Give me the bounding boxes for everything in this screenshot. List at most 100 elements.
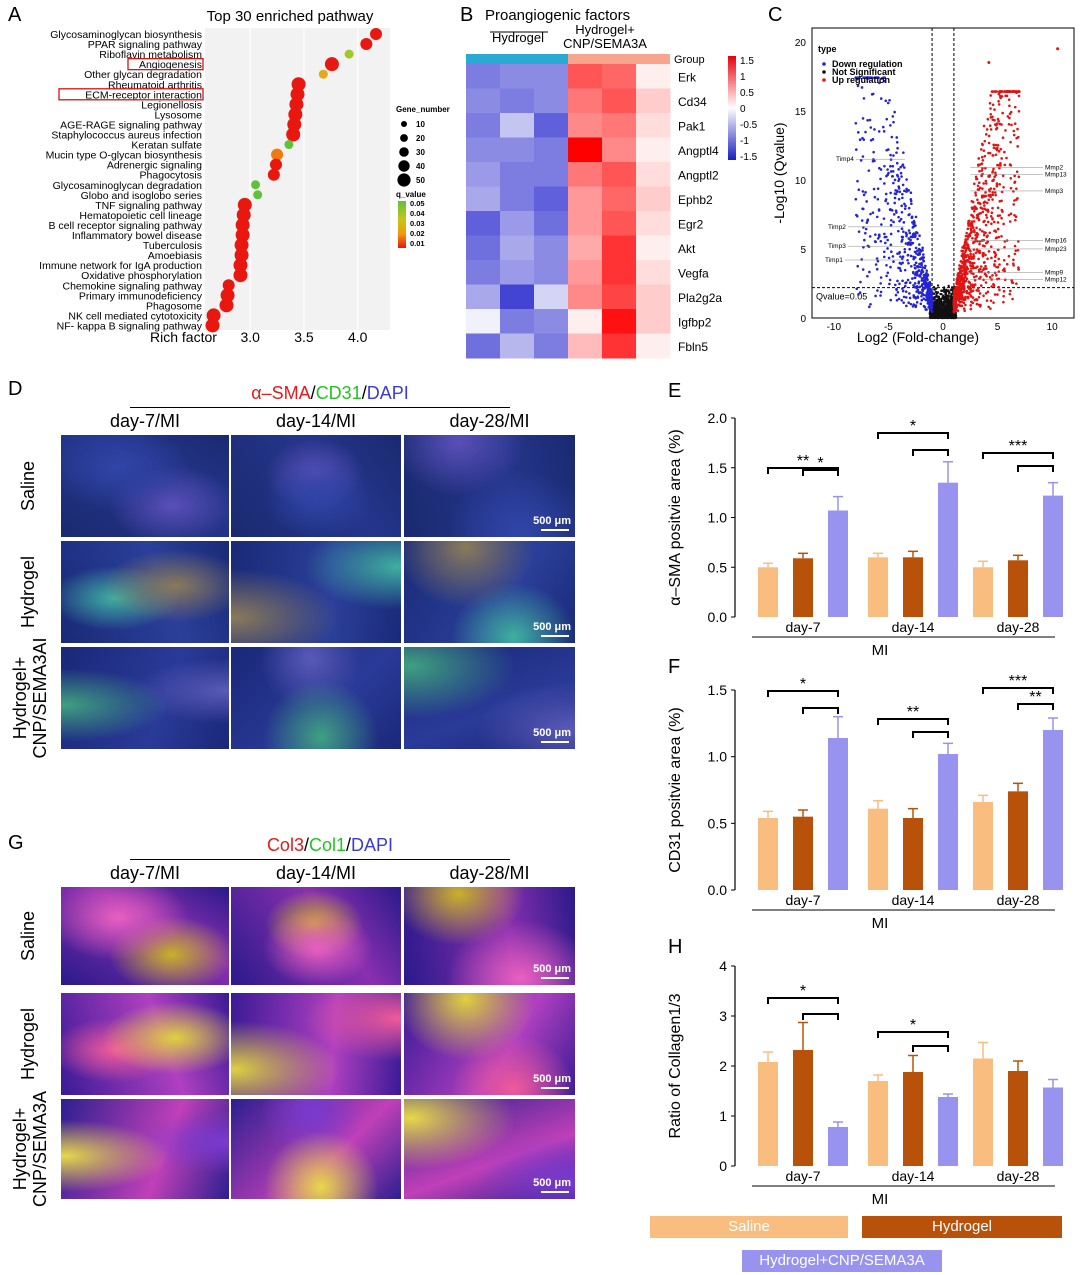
chart-b-cell xyxy=(636,211,671,236)
chart-b-row-label: Ephb2 xyxy=(678,193,713,207)
chart-c-point-down xyxy=(899,262,903,266)
chart-c-point-down xyxy=(897,297,901,301)
bar xyxy=(973,1058,993,1166)
chart-c-point-ns xyxy=(951,315,955,319)
chart-c-point-ns xyxy=(934,310,938,314)
chart-c-point-down xyxy=(891,164,895,168)
chart-c-point-down xyxy=(876,197,880,201)
chart-a-xtick: 3.5 xyxy=(294,329,314,345)
chart-a-point xyxy=(324,57,339,72)
bar xyxy=(793,816,813,890)
micrograph-col-label: day-14/MI xyxy=(275,863,357,883)
chart-c-point-down xyxy=(894,293,898,297)
sig-bracket xyxy=(982,687,1054,694)
chart-c-point-down xyxy=(871,138,875,141)
chart-c-point-down xyxy=(903,166,906,169)
chart-c-point-down xyxy=(867,76,870,80)
chart-c-point-down xyxy=(909,238,912,242)
chart-c-point-up xyxy=(972,220,976,223)
chart-b-title: Proangiogenic factors xyxy=(485,7,630,24)
sig-bracket xyxy=(877,432,949,439)
chart-c-point-down xyxy=(911,277,914,280)
scale-bar-label: 500 μm xyxy=(533,621,571,633)
chart-c-point-down xyxy=(915,230,918,234)
chart-c-point-down xyxy=(858,291,862,294)
chart-c-point-up xyxy=(1009,177,1013,180)
chart-c-point-down xyxy=(929,297,932,301)
scale-bar xyxy=(541,977,569,979)
chart-b-cell xyxy=(534,186,569,212)
bar-ytick-label: 0.0 xyxy=(708,882,728,898)
chart-c-point-up xyxy=(985,299,989,302)
bar-category-label: day-14 xyxy=(892,1168,935,1184)
chart-c-point-down xyxy=(885,263,888,267)
sig-label: ** xyxy=(1029,689,1041,706)
chart-c-point-up xyxy=(989,245,993,249)
scale-bar-label: 500 μm xyxy=(533,1073,571,1085)
chart-c-point-up xyxy=(959,270,962,273)
micrograph-row-label-line: Hydrogel+ xyxy=(10,1107,30,1191)
chart-c-point-up xyxy=(1012,264,1015,267)
chart-c-point-up xyxy=(966,259,969,262)
chart-c-point-down xyxy=(877,130,881,133)
chart-c-point-up xyxy=(991,169,995,173)
chart-a-size-legend-value: 40 xyxy=(416,162,425,171)
chart-b-cell xyxy=(602,88,637,114)
chart-b-row-label: Vegfa xyxy=(678,266,709,280)
chart-c-legend-entry: Up regulation xyxy=(832,75,890,85)
chart-a-pathway-label: Hematopoietic cell lineage xyxy=(79,210,202,222)
chart-c-point-up xyxy=(1012,203,1015,206)
scale-bar-label: 500 μm xyxy=(533,727,571,739)
chart-c-point-down xyxy=(903,247,907,251)
micrograph-col-label: day-14/MI xyxy=(275,411,357,431)
chart-b-cell xyxy=(568,333,603,359)
chart-c-point-down xyxy=(874,294,877,298)
chart-b-cell xyxy=(636,88,671,114)
chart-c-point-down xyxy=(874,233,877,236)
chart-c-point-up xyxy=(962,301,966,305)
chart-c-point-up xyxy=(966,254,970,257)
chart-b-cell xyxy=(602,235,637,261)
chart-a-pathway-label: ECM-receptor interaction xyxy=(85,89,202,101)
chart-c-point-down xyxy=(911,270,915,274)
chart-c-point-up xyxy=(982,267,986,270)
bar xyxy=(758,567,778,617)
panel-letter-c: C xyxy=(768,4,783,26)
chart-a-point xyxy=(234,238,249,253)
chart-c-point-up xyxy=(979,163,982,166)
chart-c-point-up xyxy=(987,250,991,253)
micrograph-image xyxy=(60,1098,230,1200)
chart-c-xtick: -5 xyxy=(884,322,893,333)
chart-c-point-up xyxy=(994,193,997,197)
chart-b-cell xyxy=(568,260,603,285)
chart-c-point-down xyxy=(866,219,869,223)
chart-b-cell xyxy=(466,284,501,310)
chart-c-point-up xyxy=(981,187,984,190)
chart-c-point-up xyxy=(956,274,960,277)
micrograph-grid-d: α–SMA/CD31/DAPI day-7/MI day-14/MI day-28/M… xyxy=(0,380,660,800)
chart-c-point-up xyxy=(969,231,973,234)
chart-c-point-down xyxy=(893,178,897,182)
chart-c-point-down xyxy=(877,233,881,237)
chart-c-point-down xyxy=(875,257,879,260)
chart-c-point-up xyxy=(962,296,965,300)
chart-c-point-up xyxy=(958,264,961,267)
chart-c-point-up xyxy=(996,293,999,296)
chart-c-point-down xyxy=(909,199,913,203)
micrograph-col-label: day-28/MI xyxy=(449,863,530,883)
bar-category-label: day-7 xyxy=(785,619,820,635)
chart-c-point-down xyxy=(909,191,913,195)
chart-c-point-up xyxy=(1016,127,1019,131)
micrograph-image xyxy=(230,1098,402,1200)
chart-c-point-ns xyxy=(946,316,950,320)
chart-c-point-up xyxy=(977,289,980,293)
chart-c-point-up xyxy=(985,128,989,131)
sig-label: *** xyxy=(1009,438,1028,455)
chart-h-collagen: 0 1 2 3 4 Ratio of Collagen1/3 day-7 * day-14 * da… xyxy=(667,958,1063,1208)
chart-c-gene-label: Mmp3 xyxy=(1045,188,1063,195)
chart-c-point-down xyxy=(901,192,904,196)
chart-c-point-down xyxy=(890,218,893,222)
chart-c-point-down xyxy=(892,120,895,124)
chart-c-point-up xyxy=(992,143,995,147)
chart-c-point-up xyxy=(972,248,976,251)
